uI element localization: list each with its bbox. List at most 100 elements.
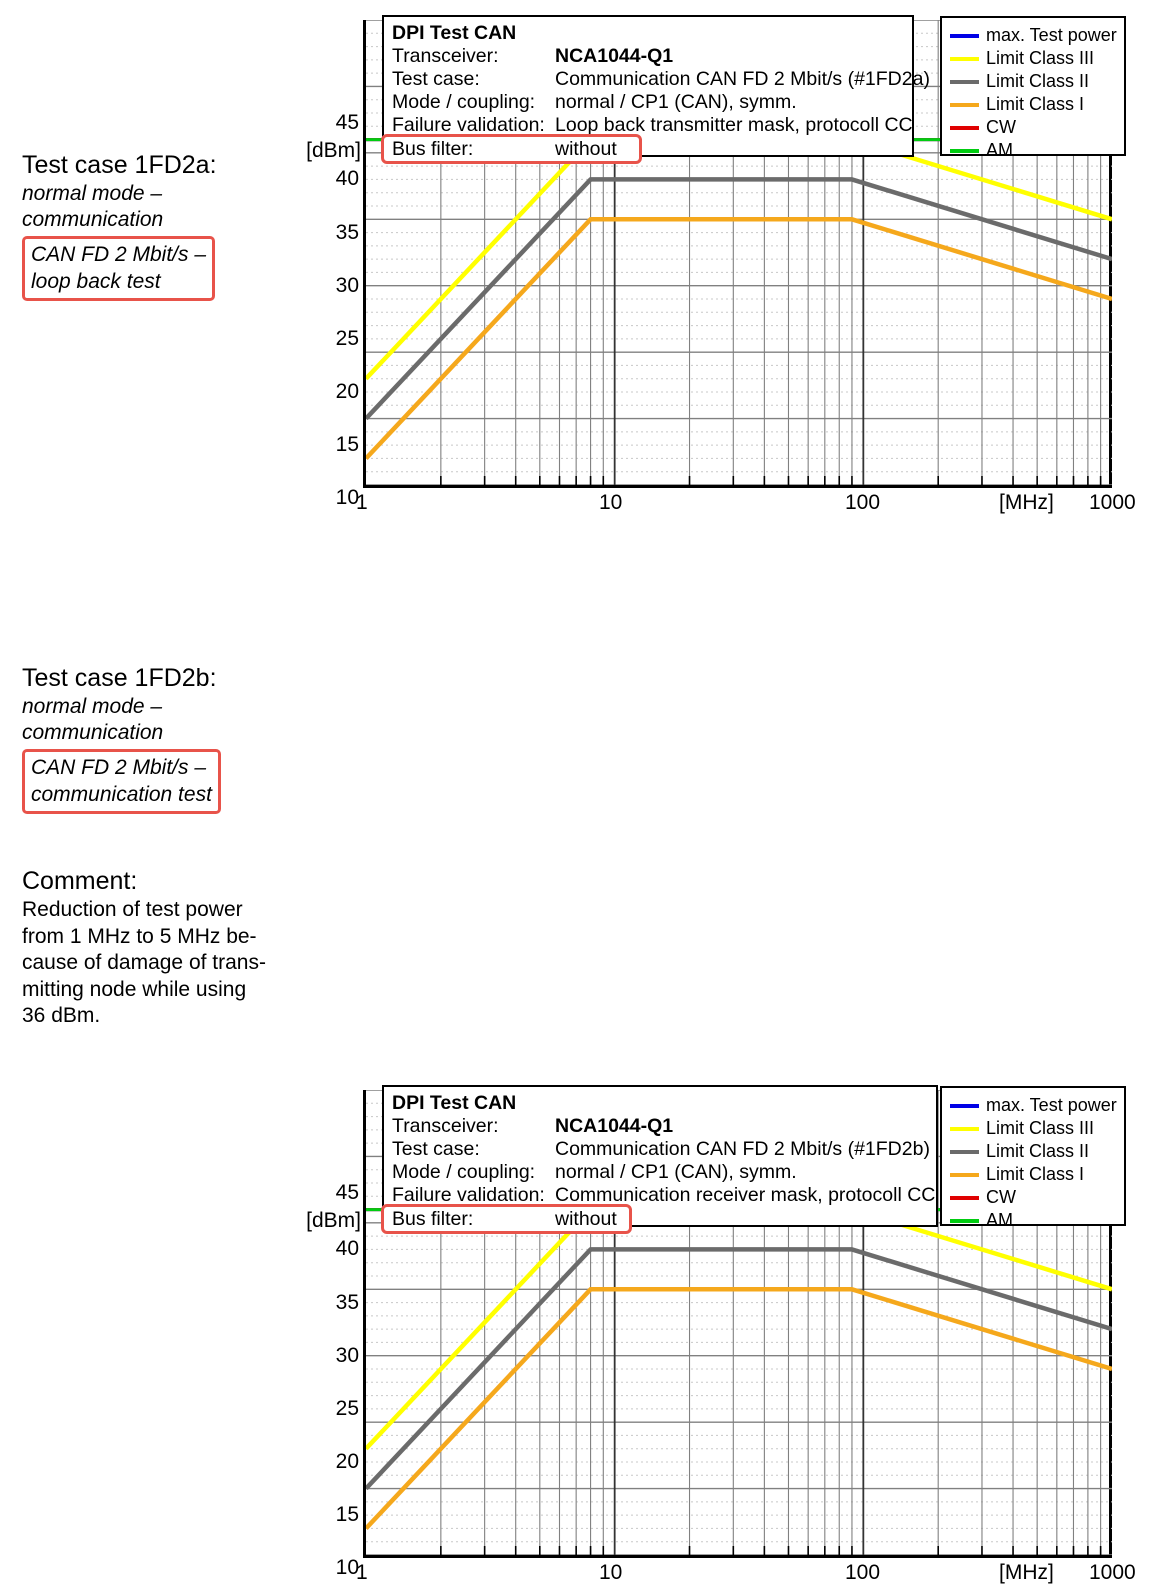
- legend-item-max-test-power: max. Test power: [950, 24, 1117, 47]
- x-tick-1000: 1000: [1089, 1561, 1136, 1584]
- y-tick-15: 15: [335, 433, 359, 456]
- y-tick-20: 20: [335, 1450, 359, 1473]
- legend-label: Limit Class I: [986, 94, 1085, 114]
- x-tick-100: 100: [845, 491, 881, 514]
- y-tick-25: 25: [335, 1397, 359, 1420]
- legend-label: max. Test power: [986, 25, 1117, 45]
- annotation-line-2: communication: [22, 721, 164, 744]
- x-axis-unit: [MHz]: [999, 491, 1054, 514]
- annotation-title: Test case 1FD2b:: [22, 664, 217, 692]
- legend-label: AM: [986, 1210, 1013, 1230]
- y-tick-20: 20: [335, 380, 359, 403]
- legend-item-limit-class-ii: Limit Class II: [950, 70, 1114, 93]
- legend-item-limit-class-ii: Limit Class II: [950, 1140, 1114, 1163]
- y-tick-40: 40: [335, 167, 359, 190]
- info-key: Mode / coupling:: [392, 91, 536, 113]
- y-tick-35: 35: [335, 1291, 359, 1314]
- legend-item-limit-class-iii: Limit Class III: [950, 1117, 1114, 1140]
- x-axis-labels: 1 10 100 [MHz] 1000: [356, 491, 1136, 522]
- info-key: Test case:: [392, 68, 480, 90]
- legend-item-cw: CW: [950, 116, 1114, 139]
- info-row-transceiver: Transceiver: NCA1044-Q1: [392, 1115, 928, 1138]
- legend-item-limit-class-iii: Limit Class III: [950, 47, 1114, 70]
- x-tick-1000: 1000: [1089, 491, 1136, 514]
- annotation-boxed-line-1: CAN FD 2 Mbit/s –: [31, 756, 207, 779]
- info-value: NCA1044-Q1: [555, 1115, 674, 1137]
- legend-item-am: AM: [950, 1209, 1114, 1232]
- x-axis-labels: 1 10 100 [MHz] 1000: [356, 1561, 1136, 1592]
- bus-filter-key: Bus filter:: [392, 1207, 474, 1230]
- legend-item-am: AM: [950, 139, 1114, 162]
- annotation-line-2: communication: [22, 208, 164, 231]
- y-tick-30: 30: [335, 1344, 359, 1367]
- bus-filter-key: Bus filter:: [392, 137, 474, 160]
- info-title: DPI Test CAN: [392, 1092, 517, 1114]
- legend-label: max. Test power: [986, 1095, 1117, 1115]
- info-key: Test case:: [392, 1138, 480, 1160]
- comment-line-4: mitting node while using: [22, 977, 247, 1001]
- y-tick-40: 40: [335, 1237, 359, 1260]
- legend-swatch-icon: [950, 79, 979, 84]
- annotation-highlight-box: CAN FD 2 Mbit/s – loop back test: [22, 236, 216, 301]
- bus-filter-highlight-1fd2a: Bus filter: without: [381, 134, 642, 164]
- info-value: NCA1044-Q1: [555, 45, 674, 67]
- annotation-line-1: normal mode –: [22, 182, 163, 205]
- x-tick-100: 100: [845, 1561, 881, 1584]
- legend-1fd2b: max. Test power Limit Class III Limit Cl…: [940, 1086, 1126, 1230]
- info-row-mode-coupling: Mode / coupling: normal / CP1 (CAN), sym…: [392, 1161, 928, 1184]
- legend-swatch-icon: [950, 102, 979, 107]
- info-value: normal / CP1 (CAN), symm.: [555, 1161, 797, 1183]
- x-tick-1: 1: [356, 1561, 368, 1584]
- comment-line-2: from 1 MHz to 5 MHz be-: [22, 924, 257, 948]
- info-value: Communication CAN FD 2 Mbit/s (#1FD2b): [555, 1138, 930, 1160]
- info-key: Mode / coupling:: [392, 1161, 536, 1183]
- legend-swatch-icon: [950, 33, 979, 38]
- bus-filter-value: without: [555, 137, 617, 160]
- legend-item-limit-class-i: Limit Class I: [950, 93, 1114, 116]
- annotation-line-1: normal mode –: [22, 695, 163, 718]
- legend-label: Limit Class II: [986, 1141, 1090, 1161]
- y-tick-30: 30: [335, 274, 359, 297]
- comment-block: Comment: Reduction of test power from 1 …: [22, 865, 322, 1030]
- legend-label: Limit Class III: [986, 48, 1095, 68]
- comment-heading: Comment:: [22, 867, 138, 895]
- info-row-test-case: Test case: Communication CAN FD 2 Mbit/s…: [392, 1138, 930, 1161]
- comment-line-1: Reduction of test power: [22, 898, 243, 921]
- legend-swatch-icon: [950, 1103, 979, 1108]
- comment-line-5: 36 dBm.: [22, 1004, 101, 1027]
- y-tick-45: 45: [335, 1181, 359, 1204]
- info-row-failure-validation: Failure validation: Loop back transmitte…: [392, 114, 913, 137]
- legend-1fd2a: max. Test power Limit Class III Limit Cl…: [940, 16, 1126, 160]
- legend-label: CW: [986, 1187, 1016, 1207]
- bus-filter-highlight-1fd2b: Bus filter: without: [381, 1204, 632, 1234]
- y-tick-35: 35: [335, 221, 359, 244]
- legend-label: AM: [986, 140, 1013, 160]
- info-value: normal / CP1 (CAN), symm.: [555, 91, 797, 113]
- y-axis-unit: [dBm]: [306, 139, 361, 162]
- legend-swatch-icon: [950, 1195, 979, 1200]
- y-tick-10: 10: [335, 486, 359, 509]
- test-case-panel-1fd2b: Test case 1FD2b: normal mode – communica…: [0, 535, 1169, 1584]
- legend-label: CW: [986, 117, 1016, 137]
- y-tick-15: 15: [335, 1503, 359, 1526]
- info-key: Transceiver:: [392, 1115, 499, 1137]
- info-key: Transceiver:: [392, 45, 499, 67]
- legend-swatch-icon: [950, 1149, 979, 1154]
- legend-swatch-icon: [950, 1218, 979, 1223]
- legend-item-cw: CW: [950, 1186, 1114, 1209]
- test-case-panel-1fd2a: Test case 1FD2a: normal mode – communica…: [0, 2, 1169, 527]
- legend-label: Limit Class II: [986, 71, 1090, 91]
- annotation-boxed-line-1: CAN FD 2 Mbit/s –: [31, 243, 207, 266]
- info-value: Communication CAN FD 2 Mbit/s (#1FD2a): [555, 68, 930, 90]
- legend-swatch-icon: [950, 148, 979, 153]
- info-row-transceiver: Transceiver: NCA1044-Q1: [392, 45, 904, 68]
- annotation-title: Test case 1FD2a:: [22, 151, 217, 179]
- info-row-test-case: Test case: Communication CAN FD 2 Mbit/s…: [392, 68, 930, 91]
- legend-item-limit-class-i: Limit Class I: [950, 1163, 1114, 1186]
- annotation-boxed-line-2: loop back test: [31, 270, 161, 293]
- annotation-1fd2a: Test case 1FD2a: normal mode – communica…: [22, 150, 332, 301]
- legend-label: Limit Class III: [986, 1118, 1095, 1138]
- info-row-mode-coupling: Mode / coupling: normal / CP1 (CAN), sym…: [392, 91, 904, 114]
- legend-swatch-icon: [950, 1172, 979, 1177]
- y-tick-45: 45: [335, 111, 359, 134]
